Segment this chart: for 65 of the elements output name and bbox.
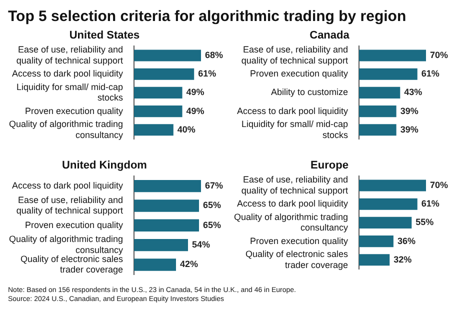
chart-title: United States: [69, 30, 140, 42]
bar: [134, 86, 182, 98]
bar: [359, 180, 426, 192]
y-tick-label: Ease of use, reliability and quality of technical support: [16, 44, 124, 66]
chart-title: Europe: [310, 160, 348, 172]
data-label: 61%: [421, 198, 440, 209]
y-tick-label: Liquidity for small/ mid-cap stocks: [241, 118, 348, 140]
data-label: 43%: [404, 87, 422, 98]
bar: [359, 86, 400, 98]
y-tick-label: Ease of use, reliability and quality of technical support: [241, 174, 348, 196]
y-tick-label: Access to dark pool liquidity: [12, 180, 124, 191]
bar: [134, 50, 201, 62]
data-label: 70%: [430, 50, 448, 60]
y-tick-label: Quality of algorithmic trading consultancy: [8, 234, 124, 255]
bar: [359, 216, 412, 228]
data-label: 32%: [394, 254, 412, 264]
data-label: 49%: [186, 87, 204, 98]
y-tick-label: Ability to customize: [270, 87, 348, 98]
bar: [359, 236, 394, 248]
data-label: 39%: [400, 106, 418, 116]
data-label: 67%: [205, 180, 224, 191]
bar: [134, 238, 188, 252]
text: Top 5 selection criteria for algorithmic trading by region: [8, 8, 408, 25]
data-label: 70%: [430, 180, 448, 190]
bar: [134, 180, 201, 192]
y-tick-label: Quality of electronic sales trader coverage: [20, 254, 124, 275]
y-tick-label: Ease of use, reliability and quality of technical support: [16, 194, 124, 216]
data-label: 65%: [203, 220, 222, 230]
data-label: 36%: [397, 236, 416, 246]
bar: [134, 219, 199, 232]
y-tick-label: Liquidity for small/ mid-cap stocks: [16, 82, 124, 103]
y-tick-label: Access to dark pool liquidity: [12, 68, 124, 79]
bar: [359, 50, 426, 62]
data-label: 42%: [180, 259, 198, 270]
y-tick-label: Quality of algorithmic trading consultancy: [8, 118, 124, 140]
data-label: 39%: [400, 124, 418, 134]
data-label: 68%: [205, 50, 224, 60]
data-label: 49%: [186, 106, 204, 116]
bar: [359, 198, 418, 210]
bar: [359, 68, 418, 80]
y-tick-label: Proven execution quality: [24, 106, 124, 116]
bar: [359, 124, 396, 136]
bar: [134, 258, 176, 271]
y-tick-label: Proven execution quality: [250, 68, 348, 79]
y-tick-label: Quality of algorithmic trading consultancy: [234, 212, 348, 233]
chart-title: United Kingdom: [62, 160, 148, 172]
y-tick-label: Proven execution quality: [250, 236, 348, 246]
bar: [134, 106, 182, 118]
y-tick-label: Proven execution quality: [24, 220, 124, 230]
bar: [359, 254, 390, 266]
bar: [134, 68, 194, 80]
y-tick-label: Access to dark pool liquidity: [236, 198, 348, 209]
y-tick-label: Quality of electronic sales trader coverage: [245, 248, 348, 270]
bar: [134, 124, 174, 136]
chart-title: Canada: [310, 30, 350, 42]
data-label: 65%: [203, 200, 222, 210]
data-label: 55%: [416, 217, 434, 228]
data-label: 40%: [177, 124, 196, 134]
bar: [134, 200, 199, 212]
data-label: 61%: [421, 68, 440, 79]
y-tick-label: Ease of use, reliability and quality of technical support: [241, 44, 348, 66]
y-tick-label: Access to dark pool liquidity: [236, 106, 348, 116]
bar: [359, 106, 396, 118]
data-label: 54%: [192, 240, 210, 250]
data-label: 61%: [198, 68, 216, 79]
